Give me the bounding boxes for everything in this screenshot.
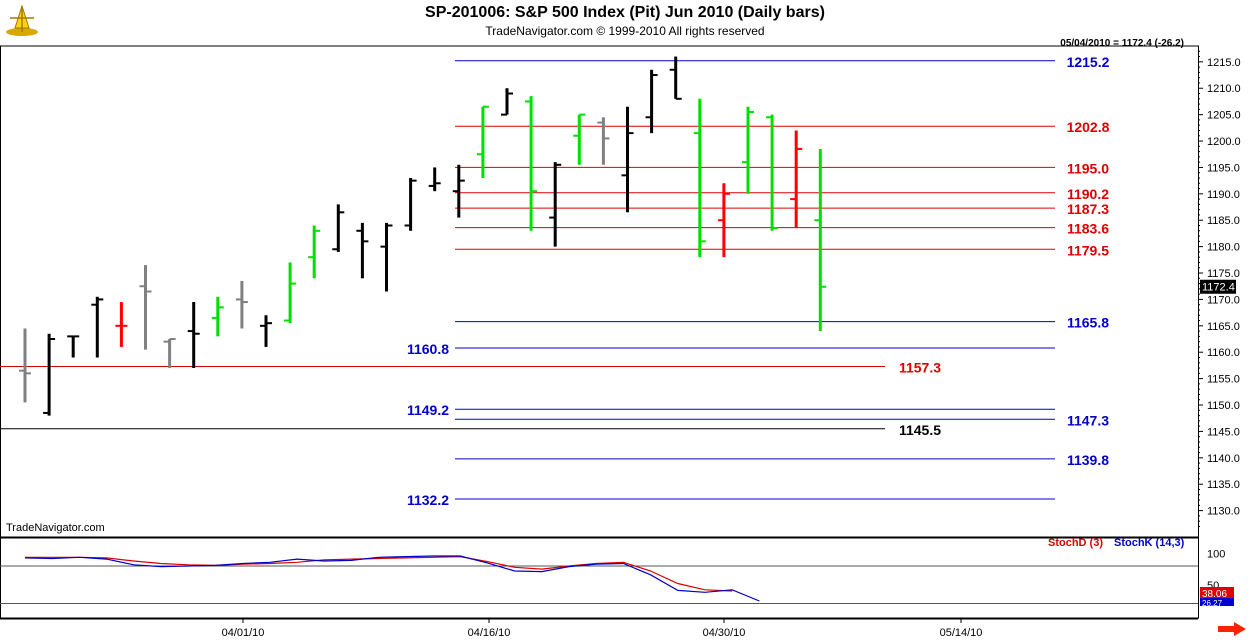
- level-label: 1202.8: [1067, 119, 1110, 135]
- y-tick-label: 1145.0: [1207, 426, 1240, 438]
- stoch-d-value-box: [1200, 587, 1234, 599]
- y-tick-label: 1195.0: [1207, 162, 1240, 174]
- y-tick-label: 1180.0: [1207, 242, 1240, 254]
- stoch-series-line: [24, 555, 760, 602]
- level-label: 1190.2: [1067, 186, 1109, 202]
- y-tick-label: 1205.0: [1207, 110, 1241, 122]
- red-right-arrow-icon[interactable]: [1218, 622, 1246, 641]
- copyright-text: TradeNavigator.com © 1999-2010 All right…: [485, 24, 765, 38]
- level-label: 1157.3: [899, 359, 941, 375]
- y-tick-label: 1210.0: [1207, 83, 1241, 95]
- last-price-box: [1200, 279, 1236, 294]
- stoch-d-value: 38.06: [1202, 589, 1227, 600]
- level-label: 1195.0: [1067, 160, 1109, 176]
- stoch-tick-label: 100: [1207, 549, 1225, 561]
- y-tick-label: 1160.0: [1207, 347, 1240, 359]
- y-tick-label: 1165.0: [1207, 321, 1240, 333]
- x-tick-label: 04/30/10: [703, 627, 746, 639]
- stoch-series-line: [25, 555, 733, 592]
- chart-title: SP-201006: S&P 500 Index (Pit) Jun 2010 …: [425, 4, 825, 21]
- price-panel-frame: [0, 45, 1199, 538]
- stoch-k-value: 26.27: [1202, 599, 1223, 608]
- level-label: 1160.8: [407, 341, 449, 357]
- level-label: 1145.5: [899, 422, 941, 438]
- stoch-legend-d: StochD (3): [1048, 537, 1103, 549]
- level-label: 1215.2: [1067, 54, 1110, 70]
- y-tick-label: 1175.0: [1207, 268, 1240, 280]
- level-label: 1132.2: [407, 492, 449, 508]
- stoch-k-value-box: [1200, 598, 1234, 606]
- y-tick-label: 1185.0: [1207, 215, 1240, 227]
- y-tick-label: 1190.0: [1207, 189, 1240, 201]
- y-tick-label: 1150.0: [1207, 400, 1240, 412]
- price-status: 05/04/2010 = 1172.4 (-26.2): [1060, 38, 1184, 49]
- level-label: 1139.8: [1067, 452, 1109, 468]
- stoch-legend-k: StochK (14,3): [1114, 537, 1185, 549]
- level-label: 1149.2: [407, 402, 449, 418]
- level-label: 1165.8: [1067, 315, 1109, 331]
- y-tick-label: 1140.0: [1207, 453, 1240, 465]
- level-label: 1183.6: [1067, 221, 1109, 237]
- y-tick-label: 1200.0: [1207, 136, 1241, 148]
- level-label: 1187.3: [1067, 201, 1109, 217]
- y-tick-label: 1170.0: [1207, 294, 1240, 306]
- x-tick-label: 04/01/10: [222, 627, 265, 639]
- y-tick-label: 1135.0: [1207, 479, 1240, 491]
- y-tick-label: 1215.0: [1207, 57, 1241, 69]
- last-price-label: 1172.4: [1202, 282, 1235, 294]
- watermark-text: TradeNavigator.com: [6, 522, 105, 534]
- y-tick-label: 1155.0: [1207, 374, 1240, 386]
- x-tick-label: 05/14/10: [940, 627, 983, 639]
- trade-navigator-logo-icon: [4, 4, 40, 38]
- x-tick-label: 04/16/10: [468, 627, 511, 639]
- level-label: 1147.3: [1067, 412, 1109, 428]
- level-label: 1179.5: [1067, 242, 1109, 258]
- y-tick-label: 1130.0: [1207, 506, 1240, 518]
- stoch-panel-frame: [0, 537, 1199, 619]
